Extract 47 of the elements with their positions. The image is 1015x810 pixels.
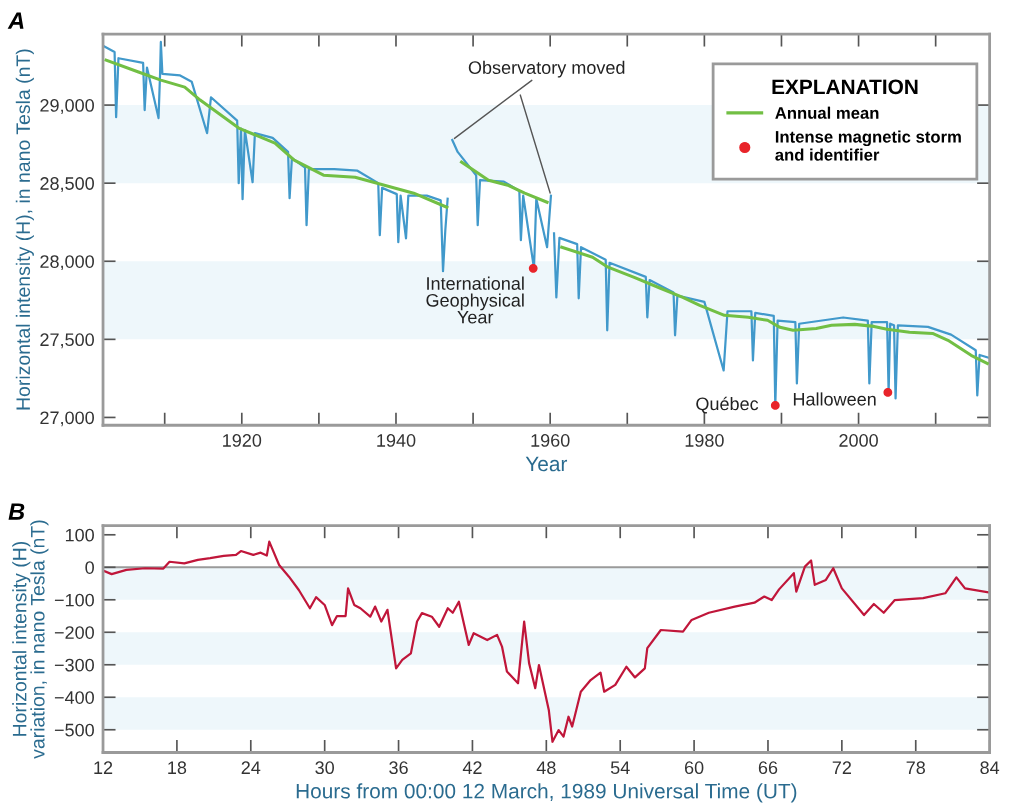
point	[528, 263, 538, 273]
x-tick-label: 1940	[377, 434, 416, 447]
x-tick-label: 42	[462, 761, 482, 774]
y-tick-label: 29,000	[40, 99, 94, 114]
y-tick-label: −300	[54, 658, 94, 672]
annotation: International Geophysical Year	[426, 276, 524, 324]
x-tick-label: 24	[241, 761, 261, 774]
x-axis-title: Year	[525, 456, 568, 472]
annotation: Halloween	[793, 392, 876, 406]
x-tick-label: 12	[94, 761, 113, 774]
x-tick-label: 1920	[223, 434, 262, 447]
y-tick-label: 0	[85, 561, 94, 574]
legend-title: EXPLANATION	[772, 79, 918, 95]
line-series	[103, 540, 990, 743]
annotation: Québec	[696, 396, 759, 414]
x-tick-label: 30	[315, 761, 335, 775]
y-tick-label: −500	[54, 723, 94, 737]
x-tick-label: 54	[610, 761, 630, 775]
y-tick-label: 27,000	[40, 411, 94, 427]
x-tick-label: 78	[906, 761, 925, 775]
x-axis-title: Hours from 00:00 12 March, 1989 Universal Time (UT)	[296, 783, 797, 803]
legend-label: Annual mean	[775, 106, 879, 119]
y-tick-label: −400	[54, 691, 94, 704]
x-tick-label: 2000	[839, 434, 878, 447]
x-tick-label: 66	[758, 761, 778, 775]
y-axis-title: Horizontal intensity (H), in nano Tesla (nT)	[15, 49, 34, 410]
y-tick-label: 27,500	[40, 333, 94, 349]
x-tick-label: 1960	[531, 434, 570, 447]
annotation: Observatory moved	[468, 60, 625, 78]
x-tick-label: 72	[832, 761, 851, 774]
x-tick-label: 18	[168, 761, 187, 775]
y-tick-label: −100	[54, 593, 94, 607]
y-axis-title: Horizontal intensity (H) variation, in nano Tesla (nT)	[12, 520, 49, 759]
y-tick-label: −200	[54, 626, 94, 639]
point	[883, 388, 893, 397]
x-tick-label: 36	[389, 761, 408, 775]
y-tick-label: 28,000	[40, 255, 94, 271]
legend-label: Intense magnetic storm and identifier	[775, 130, 961, 161]
x-tick-label: 48	[536, 761, 556, 775]
x-tick-label: 60	[684, 761, 704, 775]
point	[770, 401, 780, 410]
chart-title: A	[7, 12, 24, 29]
y-tick-label: 28,500	[40, 177, 94, 193]
x-tick-label: 1980	[685, 434, 724, 447]
x-tick-label: 84	[980, 761, 1000, 775]
chart-title: B	[8, 503, 25, 520]
y-tick-label: 100	[65, 528, 94, 542]
